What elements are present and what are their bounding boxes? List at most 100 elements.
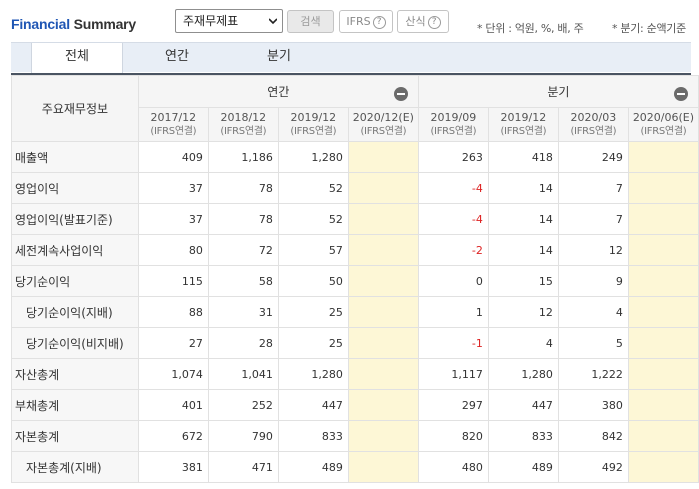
value-cell: 0 [417,265,489,297]
table-row: 부채총계 401 252 447 297 447 380 [11,389,699,421]
ifrs-help-button[interactable]: IFRS? [339,10,393,33]
table-row: 세전계속사업이익 80 72 57 -2 14 12 [11,234,699,266]
value-cell: 1,280 [487,358,559,390]
value-cell: 480 [417,451,489,483]
header: Financial Summary 주재무제표 검색 IFRS? 산식? * 단… [0,0,699,40]
quarter-group-label: 분기 [547,85,570,99]
value-cell: 7 [557,203,629,235]
value-cell: 489 [277,451,349,483]
value-cell: 4 [557,296,629,328]
period-basis-note: * 분기: 순액기준 [612,22,686,35]
table-row: 자본총계 672 790 833 820 833 842 [11,420,699,452]
collapse-quarter-icon[interactable] [674,87,688,101]
value-cell: 14 [487,234,559,266]
estimate-cell [347,358,419,390]
table-row: 자본총계(지배) 381 471 489 480 489 492 [11,451,699,483]
tab-all[interactable]: 전체 [31,43,123,74]
column-basis: (IFRS연결) [500,125,547,137]
table-row: 당기순이익(지배) 88 31 25 1 12 4 [11,296,699,328]
column-basis: (IFRS연결) [640,125,687,137]
value-cell: 31 [207,296,279,328]
column-header: 2019/12 (IFRS연결) [487,107,559,142]
value-cell: -2 [417,234,489,266]
value-cell: 790 [207,420,279,452]
estimate-cell [347,327,419,359]
value-cell: 381 [137,451,209,483]
value-cell: 72 [207,234,279,266]
value-cell: 471 [207,451,279,483]
row-label: 세전계속사업이익 [11,234,139,266]
column-period: 2019/12 [500,110,547,124]
value-cell: 115 [137,265,209,297]
table-row: 매출액 409 1,186 1,280 263 418 249 [11,141,699,173]
value-cell: 492 [557,451,629,483]
row-label: 자산총계 [11,358,139,390]
value-cell: 1,074 [137,358,209,390]
ifrs-label: IFRS [346,15,371,28]
value-cell: 14 [487,203,559,235]
value-cell: 489 [487,451,559,483]
page-title: Financial Summary [11,16,136,32]
table-body: 매출액 409 1,186 1,280 263 418 249 영업이익 37 78 52 -4 14 7… [11,141,699,483]
value-cell: 88 [137,296,209,328]
estimate-cell [347,172,419,204]
column-basis: (IFRS연결) [220,125,267,137]
table-row: 당기순이익(비지배) 27 28 25 -1 4 5 [11,327,699,359]
value-cell: 380 [557,389,629,421]
row-label: 당기순이익(비지배) [11,327,139,359]
estimate-cell [347,203,419,235]
statement-type-select[interactable]: 주재무제표 [175,9,283,33]
title-summary: Summary [73,16,137,32]
column-header: 2020/12(E) (IFRS연결) [347,107,419,142]
value-cell: 1,280 [277,358,349,390]
estimate-cell [347,265,419,297]
value-cell: 842 [557,420,629,452]
row-label: 영업이익(발표기준) [11,203,139,235]
estimate-cell [347,420,419,452]
estimate-cell [627,451,699,483]
table-row: 당기순이익 115 58 50 0 15 9 [11,265,699,297]
column-basis: (IFRS연결) [570,125,617,137]
tab-quarterly[interactable]: 분기 [267,49,291,64]
row-label: 당기순이익 [11,265,139,297]
search-button[interactable]: 검색 [287,10,334,33]
value-cell: 263 [417,141,489,173]
annual-group-label: 연간 [267,85,290,99]
estimate-cell [627,389,699,421]
estimate-cell [347,389,419,421]
question-icon: ? [427,16,441,29]
value-cell: 80 [137,234,209,266]
title-financial: Financial [11,16,70,32]
value-cell: 25 [277,296,349,328]
estimate-cell [347,234,419,266]
column-header: 2018/12 (IFRS연결) [207,107,279,142]
column-basis: (IFRS연결) [360,125,407,137]
tab-bar: 전체 연간 분기 [11,42,691,74]
value-cell: 1,186 [207,141,279,173]
value-cell: -4 [417,172,489,204]
value-cell: 297 [417,389,489,421]
table-row: 영업이익(발표기준) 37 78 52 -4 14 7 [11,203,699,235]
estimate-cell [627,327,699,359]
row-label: 매출액 [11,141,139,173]
value-cell: 672 [137,420,209,452]
estimate-cell [627,265,699,297]
column-header: 2020/06(E) (IFRS연결) [627,107,699,142]
value-cell: 58 [207,265,279,297]
row-label: 자본총계(지배) [11,451,139,483]
estimate-cell [627,141,699,173]
collapse-annual-icon[interactable] [393,87,408,101]
column-period: 2020/06(E) [632,110,695,124]
tab-annual[interactable]: 연간 [165,49,189,64]
row-label: 자본총계 [11,420,139,452]
value-cell: 14 [487,172,559,204]
value-cell: 15 [487,265,559,297]
estimate-cell [627,172,699,204]
column-header: 2020/03 (IFRS연결) [557,107,629,142]
value-cell: 9 [557,265,629,297]
formula-help-button[interactable]: 산식? [397,10,449,33]
annual-group-header: 연간 [137,75,419,108]
row-header-title: 주요재무정보 [11,75,139,142]
column-header: 2019/12 (IFRS연결) [277,107,349,142]
value-cell: 447 [277,389,349,421]
